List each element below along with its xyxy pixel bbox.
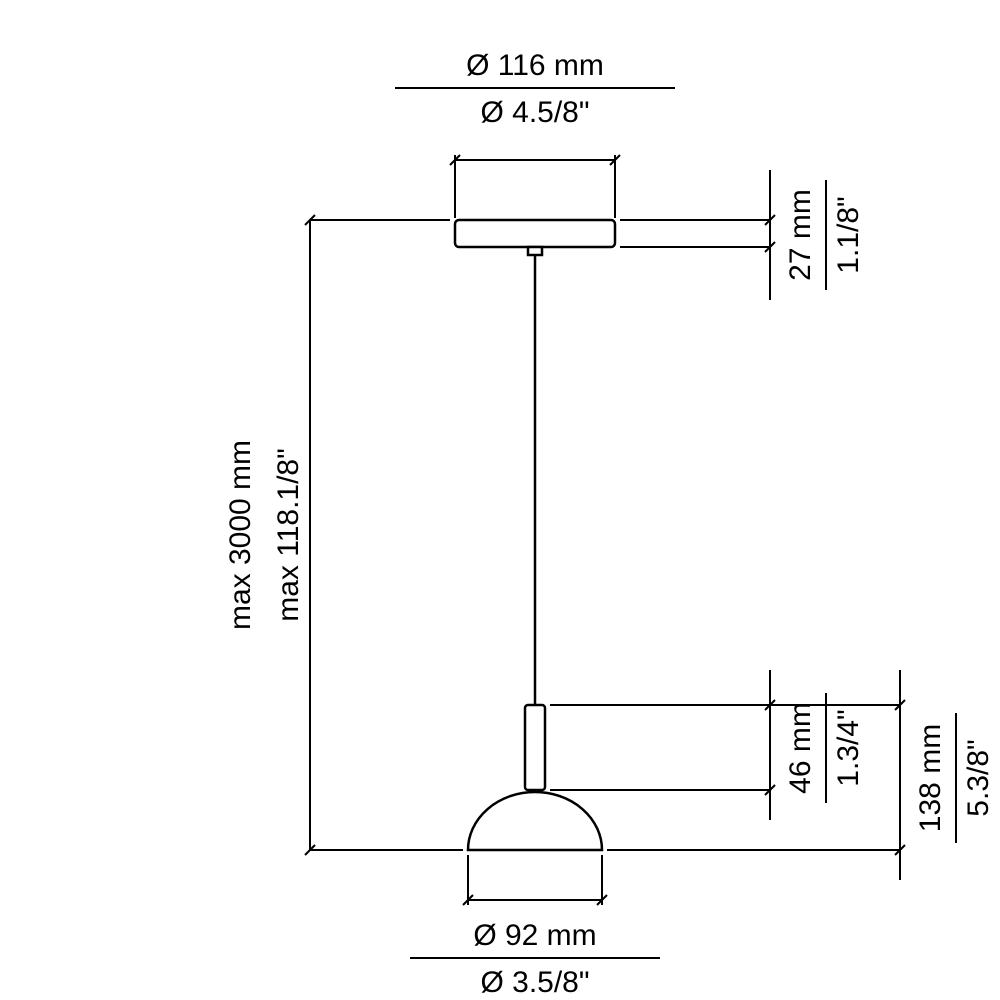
total-height-inch: max 118.1/8": [272, 448, 305, 622]
shade-dome: [468, 792, 602, 850]
canopy-nub: [528, 247, 542, 255]
canopy-dia-inch: Ø 4.5/8": [480, 96, 589, 129]
stem-h-mm: 46 mm: [784, 702, 817, 794]
shade-dia-inch: Ø 3.5/8": [480, 966, 589, 999]
lamp-h-mm: 138 mm: [914, 724, 947, 832]
dim-stem-height: 46 mm 1.3/4": [550, 670, 865, 820]
canopy-h-inch: 1.1/8": [832, 196, 865, 273]
dim-total-height: max 3000 mm max 118.1/8": [224, 215, 463, 855]
total-height-mm: max 3000 mm: [224, 440, 257, 630]
dim-canopy-diameter: Ø 116 mm Ø 4.5/8": [395, 49, 675, 218]
canopy-h-mm: 27 mm: [784, 189, 817, 281]
canopy: [455, 220, 615, 247]
dim-shade-diameter: Ø 92 mm Ø 3.5/8": [410, 855, 660, 999]
pendant-lamp-diagram: Ø 116 mm Ø 4.5/8" Ø 92 mm Ø 3.5/8" max 3…: [0, 0, 1000, 1000]
canopy-dia-mm: Ø 116 mm: [466, 49, 604, 82]
lamp-h-inch: 5.3/8": [962, 739, 995, 816]
stem: [525, 705, 545, 790]
shade-dia-mm: Ø 92 mm: [473, 919, 596, 952]
dim-canopy-height: 27 mm 1.1/8": [620, 170, 865, 300]
stem-h-inch: 1.3/4": [832, 709, 865, 786]
lamp-drawing: [455, 220, 615, 850]
